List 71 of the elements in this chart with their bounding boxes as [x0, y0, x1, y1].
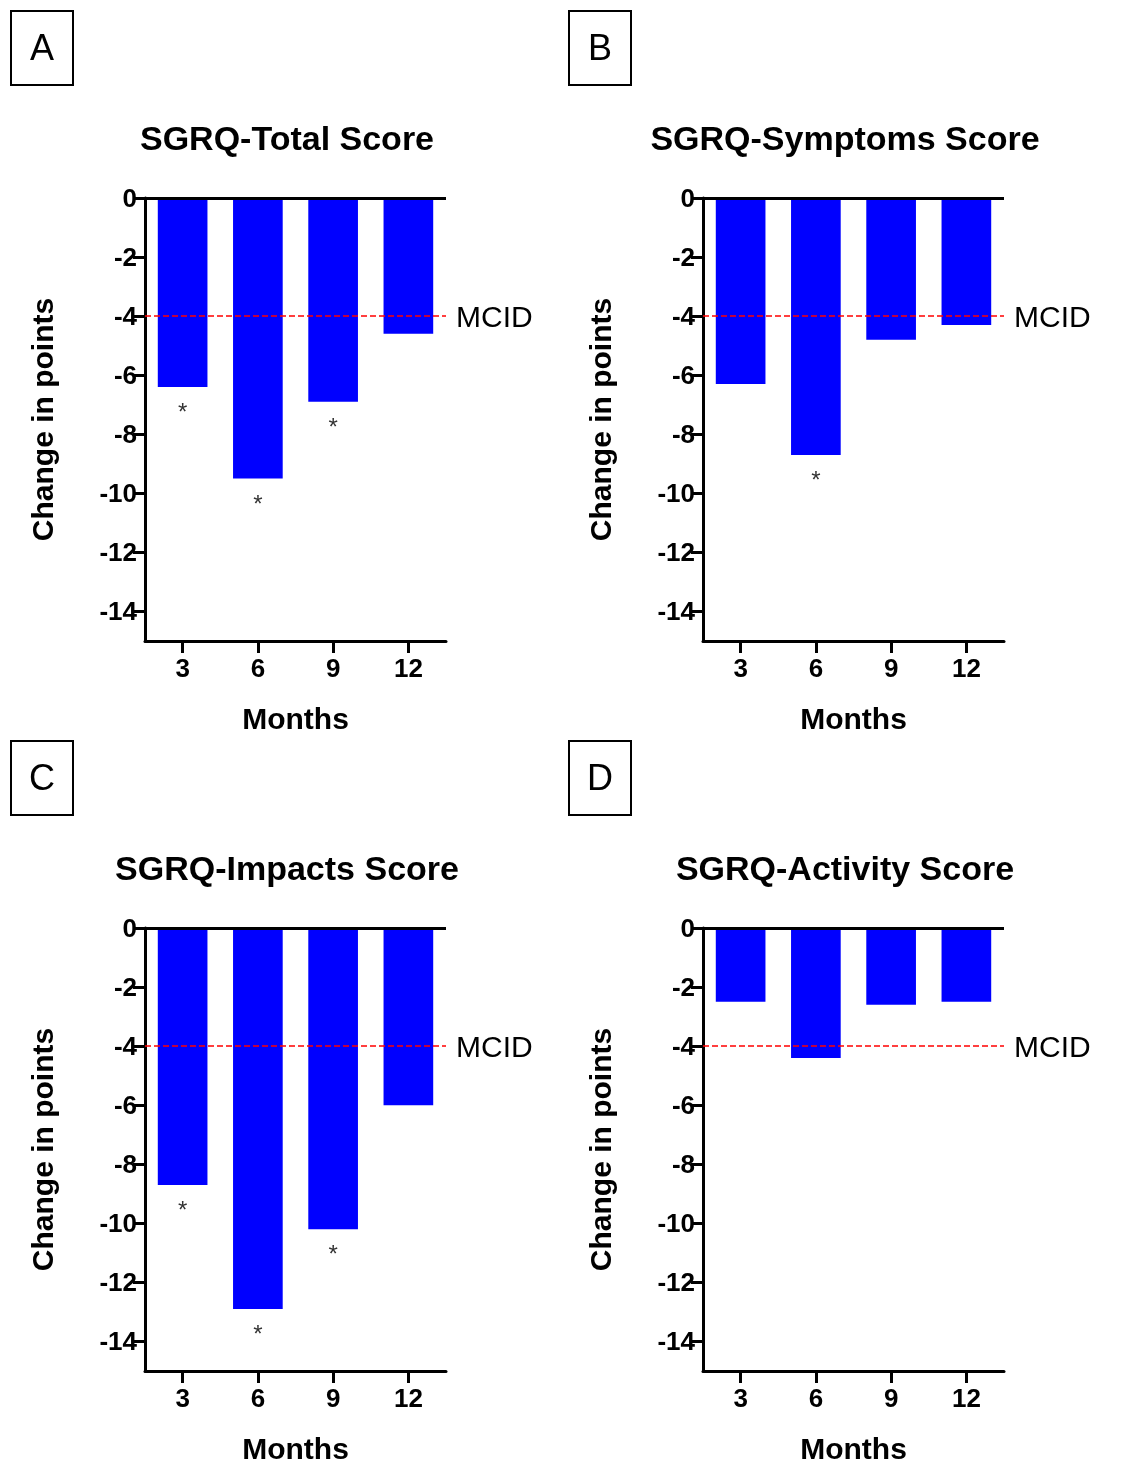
- ref-line-label: MCID: [1014, 299, 1091, 333]
- x-tick-label: 9: [325, 1383, 341, 1413]
- y-tick-label: -2: [671, 972, 695, 1003]
- x-tick-label: 3: [733, 1383, 748, 1413]
- ref-line-label: MCID: [456, 1029, 533, 1063]
- y-axis-title: Change in points: [25, 297, 59, 542]
- annotation: *: [177, 398, 188, 426]
- y-tick-label: -6: [671, 1090, 695, 1121]
- x-axis-title: Months: [800, 701, 907, 735]
- y-tick-label: -14: [657, 1326, 696, 1357]
- chart-title: SGRQ-Activity Score: [675, 849, 1015, 887]
- y-tick-label: -6: [113, 1090, 137, 1121]
- x-tick-label: 12: [393, 1383, 423, 1413]
- text: B: [568, 10, 632, 86]
- annotation: *: [177, 1195, 188, 1223]
- y-tick-label: -12: [99, 537, 137, 568]
- y-tick-label: -6: [113, 360, 137, 391]
- text: C: [10, 740, 74, 816]
- x-tick-label: 12: [393, 653, 423, 683]
- y-tick-label: -8: [113, 1149, 137, 1180]
- x-tick-label: 9: [883, 653, 899, 683]
- y-tick-label: -2: [671, 242, 695, 273]
- x-tick-label: 9: [325, 653, 341, 683]
- y-tick-label: -10: [657, 478, 695, 509]
- chart-title: SGRQ-Total Score: [139, 119, 435, 157]
- y-tick-label: -12: [99, 1267, 137, 1298]
- y-tick-label: -8: [671, 1149, 695, 1180]
- y-tick-label: -14: [657, 596, 696, 627]
- y-tick-label: -10: [99, 1208, 137, 1239]
- y-tick-label: -14: [99, 1326, 138, 1357]
- y-tick-label: -10: [657, 1208, 695, 1239]
- x-tick-label: 6: [250, 1383, 266, 1413]
- x-tick-label: 12: [951, 1383, 981, 1413]
- text: D: [568, 740, 632, 816]
- x-axis-title: Months: [242, 1431, 349, 1465]
- x-tick-label: 6: [808, 1383, 824, 1413]
- annotation: *: [328, 412, 338, 440]
- y-tick-label: -4: [113, 1031, 138, 1062]
- y-tick-label: -4: [113, 301, 138, 332]
- annotation: *: [253, 489, 263, 517]
- x-tick-label: 6: [250, 653, 266, 683]
- y-tick-label: -4: [671, 1031, 696, 1062]
- y-axis-title: Change in points: [583, 1027, 617, 1272]
- y-axis-title: Change in points: [583, 297, 617, 542]
- y-tick-label: -12: [657, 537, 695, 568]
- x-tick-label: 9: [883, 1383, 899, 1413]
- y-tick-label: -8: [671, 419, 695, 450]
- x-tick-label: 12: [951, 653, 981, 683]
- x-axis-title: Months: [800, 1431, 907, 1465]
- y-tick-label: -2: [113, 972, 137, 1003]
- annotation: *: [328, 1240, 338, 1268]
- y-axis-title: Change in points: [25, 1027, 59, 1272]
- y-tick-label: -6: [671, 360, 695, 391]
- x-tick-label: 3: [175, 653, 190, 683]
- y-tick-label: -10: [99, 478, 137, 509]
- y-tick-label: -12: [657, 1267, 695, 1298]
- annotation: *: [811, 465, 821, 493]
- y-tick-label: -2: [113, 242, 137, 273]
- x-axis-title: Months: [242, 701, 349, 735]
- x-tick-label: 3: [175, 1383, 190, 1413]
- y-tick-label: -4: [671, 301, 696, 332]
- y-tick-label: -8: [113, 419, 137, 450]
- y-tick-label: -14: [99, 596, 138, 627]
- ref-line-label: MCID: [456, 299, 533, 333]
- ref-line-label: MCID: [1014, 1029, 1091, 1063]
- text: A: [10, 10, 74, 86]
- x-tick-label: 3: [733, 653, 748, 683]
- annotation: *: [253, 1319, 263, 1347]
- chart-title: SGRQ-Symptoms Score: [650, 119, 1040, 157]
- x-tick-label: 6: [808, 653, 824, 683]
- chart-title: SGRQ-Impacts Score: [115, 849, 459, 887]
